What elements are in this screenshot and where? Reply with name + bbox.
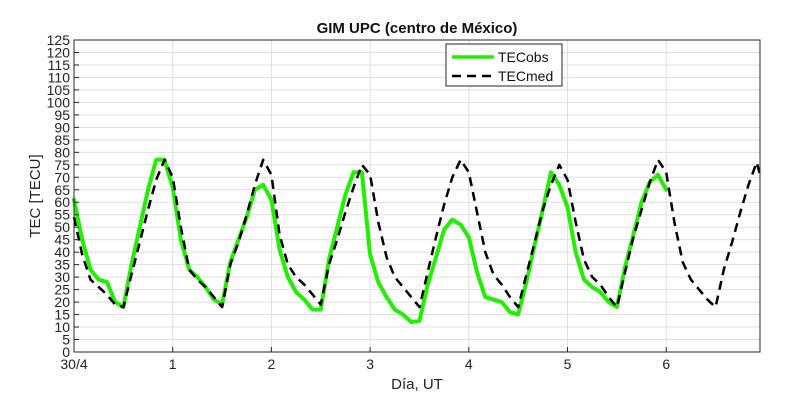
y-tick-label: 110 bbox=[48, 69, 71, 85]
y-tick-label: 100 bbox=[47, 94, 71, 110]
chart-title: GIM UPC (centro de México) bbox=[317, 20, 518, 37]
y-tick-label: 25 bbox=[54, 282, 70, 298]
x-tick-label: 4 bbox=[465, 356, 473, 372]
y-tick-label: 120 bbox=[47, 44, 71, 60]
series-line-tecmed bbox=[72, 158, 762, 309]
plot-frame bbox=[73, 39, 761, 353]
y-tick-label: 115 bbox=[48, 57, 71, 73]
x-axis-title: Día, UT bbox=[391, 376, 443, 393]
series-lines bbox=[72, 157, 762, 324]
y-tick-label: 85 bbox=[54, 132, 70, 148]
y-tick-label: 50 bbox=[54, 219, 70, 235]
y-tick-label: 0 bbox=[62, 344, 70, 360]
axis-ticks: 0510152025303540455055606570758085909510… bbox=[47, 32, 671, 372]
y-tick-label: 70 bbox=[54, 169, 70, 185]
y-tick-label: 75 bbox=[54, 157, 70, 173]
legend: TECobs TECmed bbox=[445, 43, 563, 87]
x-tick-label: 3 bbox=[366, 356, 374, 372]
y-tick-label: 80 bbox=[54, 144, 70, 160]
y-tick-label: 55 bbox=[54, 207, 70, 223]
legend-label-tecmed: TECmed bbox=[498, 68, 553, 84]
series-line-tecobs bbox=[72, 157, 669, 324]
y-tick-label: 95 bbox=[54, 107, 70, 123]
x-tick-label: 1 bbox=[169, 356, 177, 372]
y-tick-label: 30 bbox=[54, 269, 70, 285]
y-tick-label: 125 bbox=[47, 32, 71, 48]
x-tick-label: 30/4 bbox=[60, 356, 87, 372]
y-axis-title: TEC [TECU] bbox=[27, 154, 44, 237]
y-tick-label: 65 bbox=[54, 182, 70, 198]
y-tick-label: 20 bbox=[54, 294, 70, 310]
y-tick-label: 15 bbox=[54, 307, 70, 323]
x-tick-label: 5 bbox=[564, 356, 572, 372]
legend-box bbox=[445, 43, 563, 87]
y-tick-label: 35 bbox=[54, 257, 70, 273]
x-tick-label: 2 bbox=[268, 356, 276, 372]
y-tick-label: 10 bbox=[54, 319, 70, 335]
y-tick-label: 5 bbox=[62, 332, 70, 348]
y-tick-label: 90 bbox=[54, 119, 70, 135]
x-tick-label: 6 bbox=[662, 356, 670, 372]
y-tick-label: 40 bbox=[54, 244, 70, 260]
y-tick-label: 45 bbox=[54, 232, 70, 248]
plot-area bbox=[72, 39, 762, 353]
y-tick-label: 105 bbox=[47, 82, 71, 98]
y-tick-label: 60 bbox=[54, 194, 70, 210]
legend-label-tecobs: TECobs bbox=[498, 49, 549, 65]
